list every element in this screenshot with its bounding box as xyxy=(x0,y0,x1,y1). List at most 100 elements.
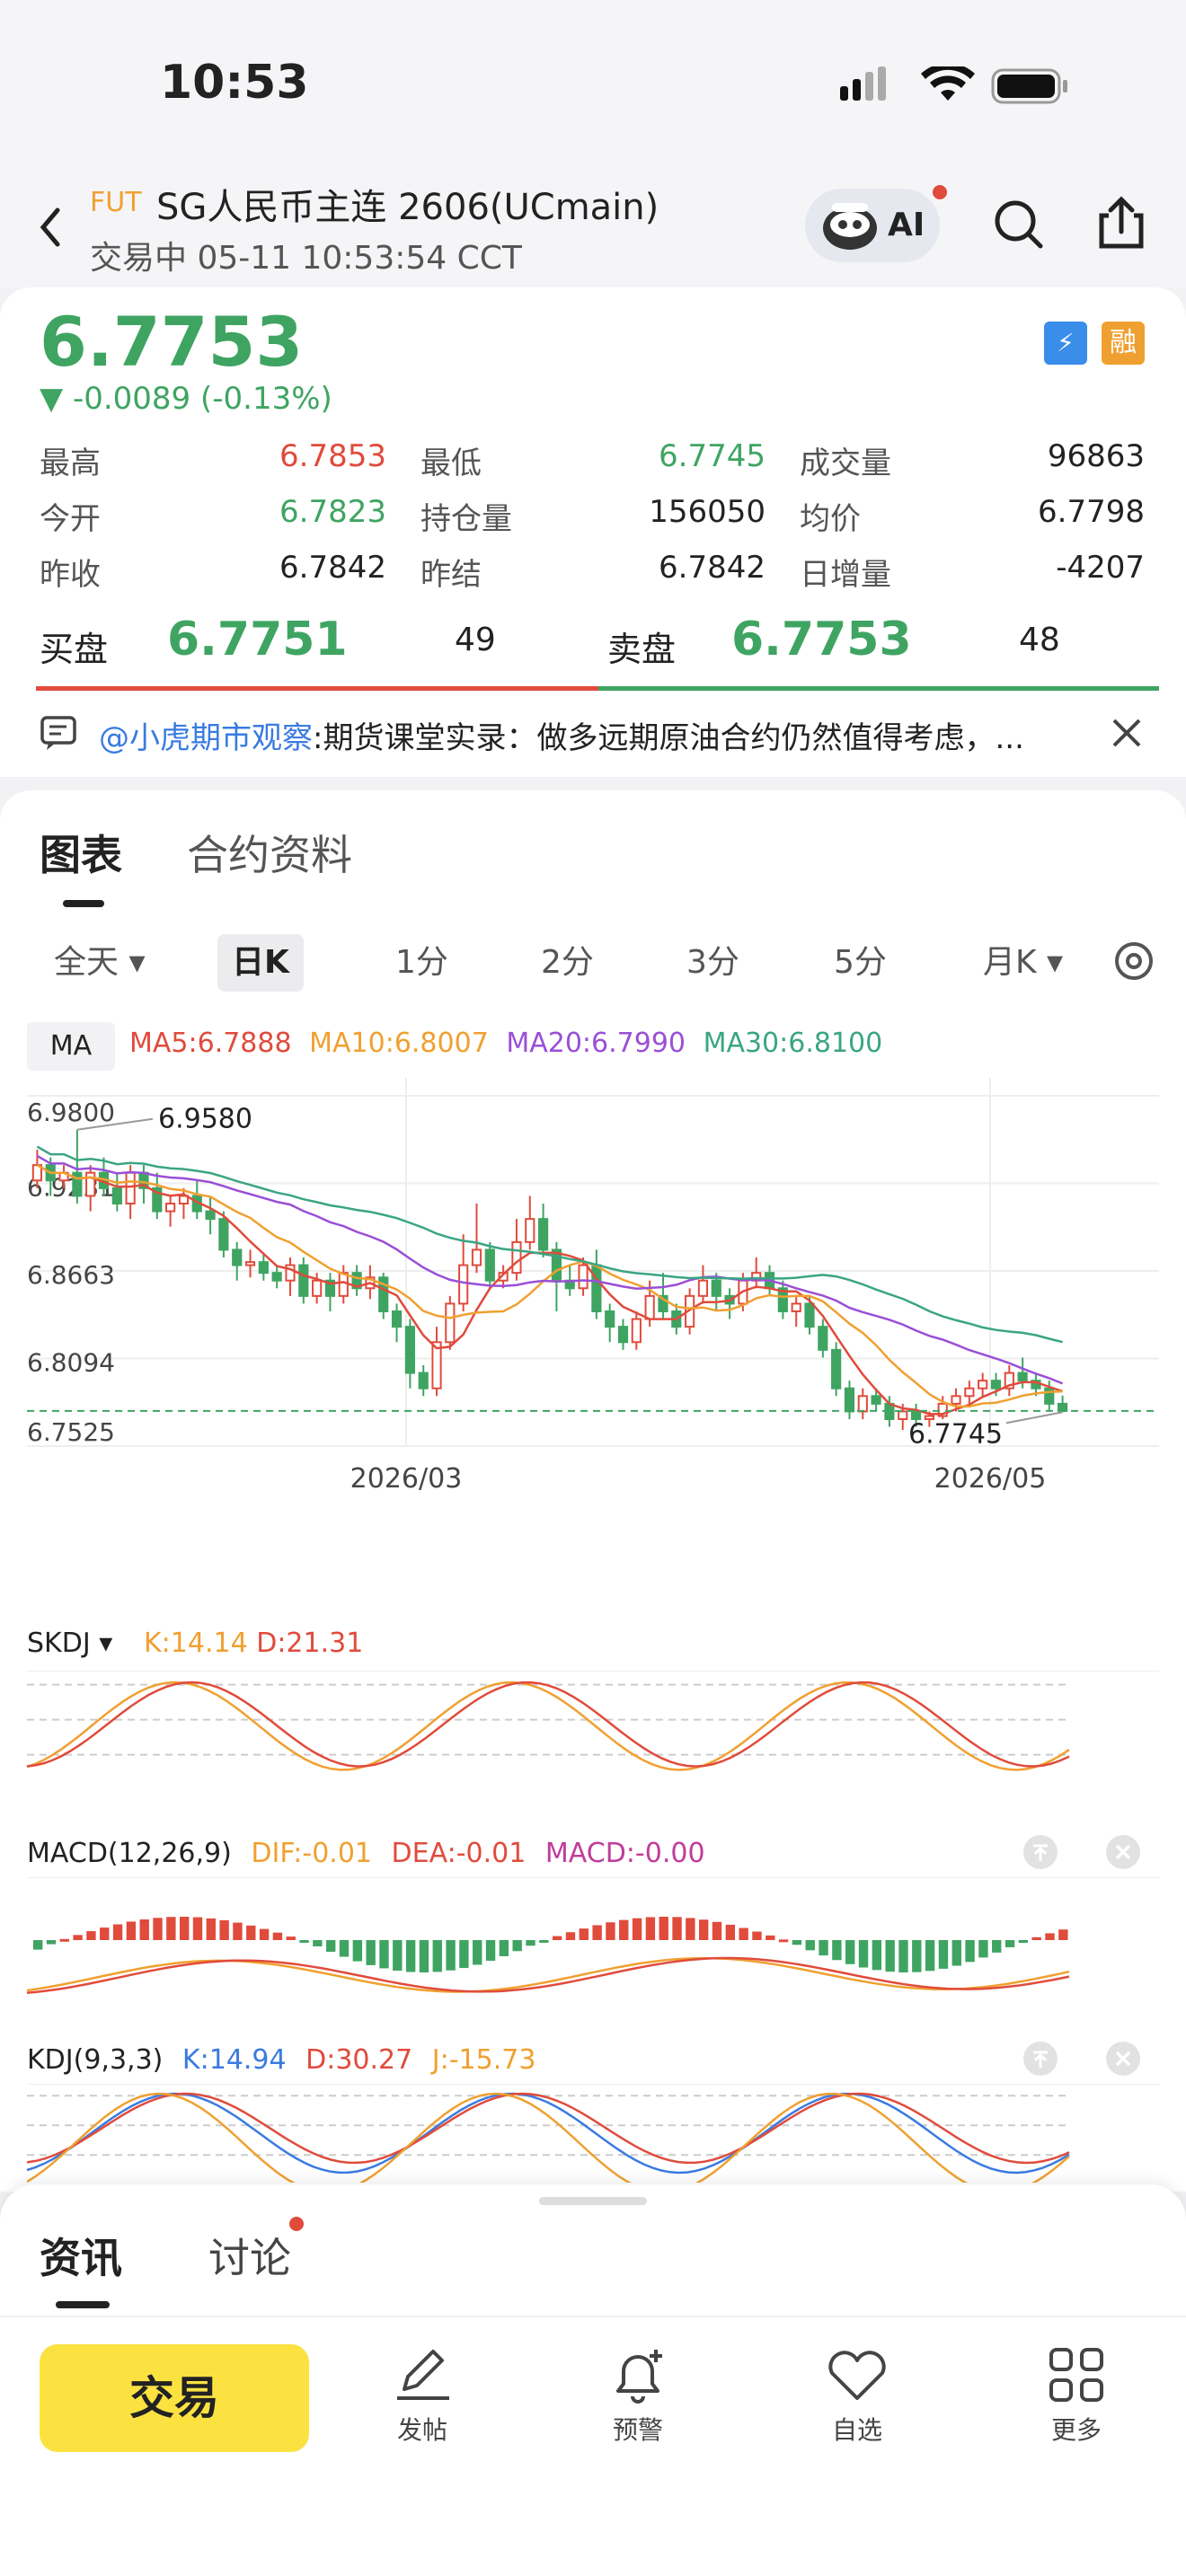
macd-bar xyxy=(725,1924,736,1940)
settings-icon[interactable] xyxy=(1112,940,1155,983)
candle-body xyxy=(445,1302,456,1344)
macd-bar xyxy=(526,1940,535,1946)
period-selector: 全天 ▾ 日K 1分 2分 3分 5分 月K ▾ xyxy=(0,923,1186,995)
period-option[interactable]: 月K ▾ xyxy=(983,944,1064,981)
more-button[interactable]: 更多 xyxy=(1031,2344,1121,2452)
ask-quantity: 48 xyxy=(1019,622,1060,658)
margin-badge[interactable]: 融 xyxy=(1102,322,1145,365)
macd-bar xyxy=(1005,1940,1015,1947)
ai-assistant-button[interactable]: AI xyxy=(805,185,947,262)
share-icon[interactable] xyxy=(1094,194,1148,251)
candle-body xyxy=(298,1264,309,1297)
tab-contract-info[interactable]: 合约资料 xyxy=(187,831,352,879)
period-option[interactable]: 5分 xyxy=(834,944,887,981)
quote-stats: 最高 6.7853 最低 6.7745 成交量 96863 今开 6.7823 持仓量 15605… xyxy=(0,438,1186,609)
candle-body xyxy=(844,1387,855,1413)
kdj-chart xyxy=(26,2084,1159,2183)
macd-bar xyxy=(233,1922,243,1940)
macd-bar xyxy=(272,1932,283,1940)
tab-indicator xyxy=(63,900,104,907)
macd-bar xyxy=(366,1940,376,1965)
candle-body xyxy=(218,1218,229,1251)
candle-body xyxy=(458,1264,469,1305)
message-icon xyxy=(40,716,76,750)
macd-bar xyxy=(485,1940,496,1962)
candle-body xyxy=(857,1395,868,1413)
macd-bar xyxy=(419,1940,429,1972)
candle-body xyxy=(1004,1372,1014,1389)
skdj-selector[interactable]: SKDJ ▾ xyxy=(27,1628,113,1659)
macd-bar xyxy=(139,1919,149,1940)
ma-indicator-button[interactable]: MA xyxy=(27,1022,115,1071)
macd-bar xyxy=(100,1928,110,1940)
macd-bar xyxy=(405,1940,416,1972)
tab-news[interactable]: 资讯 xyxy=(40,2234,122,2282)
tab-chart[interactable]: 图表 xyxy=(40,831,122,879)
bid-label: 买盘 xyxy=(40,630,109,669)
candle-body xyxy=(324,1279,336,1297)
period-option[interactable]: 日K xyxy=(217,934,304,992)
search-icon[interactable] xyxy=(992,198,1046,251)
macd-bar xyxy=(1018,1940,1029,1943)
macd-bar xyxy=(1058,1929,1068,1940)
ai-label: AI xyxy=(888,207,925,243)
macd-bar xyxy=(393,1940,403,1971)
period-option[interactable]: 2分 xyxy=(541,944,594,981)
ma5-value: MA5:6.7888 xyxy=(129,1028,292,1059)
news-user[interactable]: @小虎期市观察 xyxy=(99,720,313,756)
macd-bar xyxy=(898,1940,908,1972)
back-icon[interactable] xyxy=(36,205,63,250)
drag-handle[interactable] xyxy=(539,2197,647,2205)
stat-label: 最低 xyxy=(420,446,482,481)
kdj-k: K:14.94 xyxy=(181,2044,287,2076)
post-button[interactable]: 发帖 xyxy=(377,2344,467,2452)
macd-bar xyxy=(552,1936,562,1940)
trade-button[interactable]: 交易 xyxy=(40,2344,309,2452)
y-tick-label: 6.8094 xyxy=(27,1348,115,1378)
macd-bar xyxy=(313,1940,323,1946)
period-option[interactable]: 全天 ▾ xyxy=(54,944,146,981)
candle-body xyxy=(644,1294,655,1320)
y-tick-label: 6.7525 xyxy=(27,1417,115,1447)
stat-label: 成交量 xyxy=(800,446,891,481)
macd-bar xyxy=(872,1940,882,1971)
macd-dif-line xyxy=(26,1956,1070,1993)
lightning-badge-icon[interactable]: ⚡ xyxy=(1044,322,1087,365)
news-text[interactable]: :期货课堂实录：做多远期原油合约仍然值得考虑，... xyxy=(313,720,1024,756)
skdj-values: K:14.14 D:21.31 xyxy=(144,1628,363,1659)
kdj-k-line xyxy=(26,2092,1070,2175)
macd-bar xyxy=(698,1919,709,1940)
stat-value: -4207 xyxy=(1056,550,1145,586)
high-price-label: 6.9580 xyxy=(158,1104,252,1135)
candle-body xyxy=(711,1279,721,1297)
remove-indicator-icon[interactable] xyxy=(1105,2041,1141,2077)
watchlist-button[interactable]: 自选 xyxy=(812,2344,902,2452)
macd-bar xyxy=(645,1917,656,1940)
remove-indicator-icon[interactable] xyxy=(1105,1834,1141,1870)
ma10-line xyxy=(36,1164,1063,1408)
close-icon[interactable] xyxy=(1109,715,1145,751)
more-label: 更多 xyxy=(1050,2415,1102,2445)
candle-body xyxy=(697,1279,709,1297)
pin-top-icon[interactable] xyxy=(1022,1834,1058,1870)
period-option[interactable]: 3分 xyxy=(686,944,739,981)
instrument-title: SG人民币主连 2606(UCmain) xyxy=(156,187,659,228)
macd-bar xyxy=(1045,1933,1055,1940)
macd-bar xyxy=(858,1940,869,1968)
candle-body xyxy=(125,1171,136,1204)
heart-plus-icon xyxy=(828,2351,886,2400)
kdj-label[interactable]: KDJ(9,3,3) xyxy=(27,2044,164,2076)
tab-discussion[interactable]: 讨论 xyxy=(208,2234,291,2282)
candle-body xyxy=(152,1187,163,1213)
macd-bar xyxy=(659,1917,668,1940)
alert-button[interactable]: 预警 xyxy=(593,2344,683,2452)
news-ticker[interactable]: @小虎期市观察:期货课堂实录：做多远期原油合约仍然值得考虑，... xyxy=(99,713,1024,757)
macd-bar xyxy=(992,1940,1002,1953)
period-option[interactable]: 1分 xyxy=(395,944,448,981)
y-tick-label: 6.8663 xyxy=(27,1260,115,1290)
candle-body xyxy=(1057,1402,1068,1412)
macd-bar xyxy=(686,1918,695,1940)
pin-top-icon[interactable] xyxy=(1022,2041,1058,2077)
macd-label[interactable]: MACD(12,26,9) xyxy=(27,1838,232,1869)
